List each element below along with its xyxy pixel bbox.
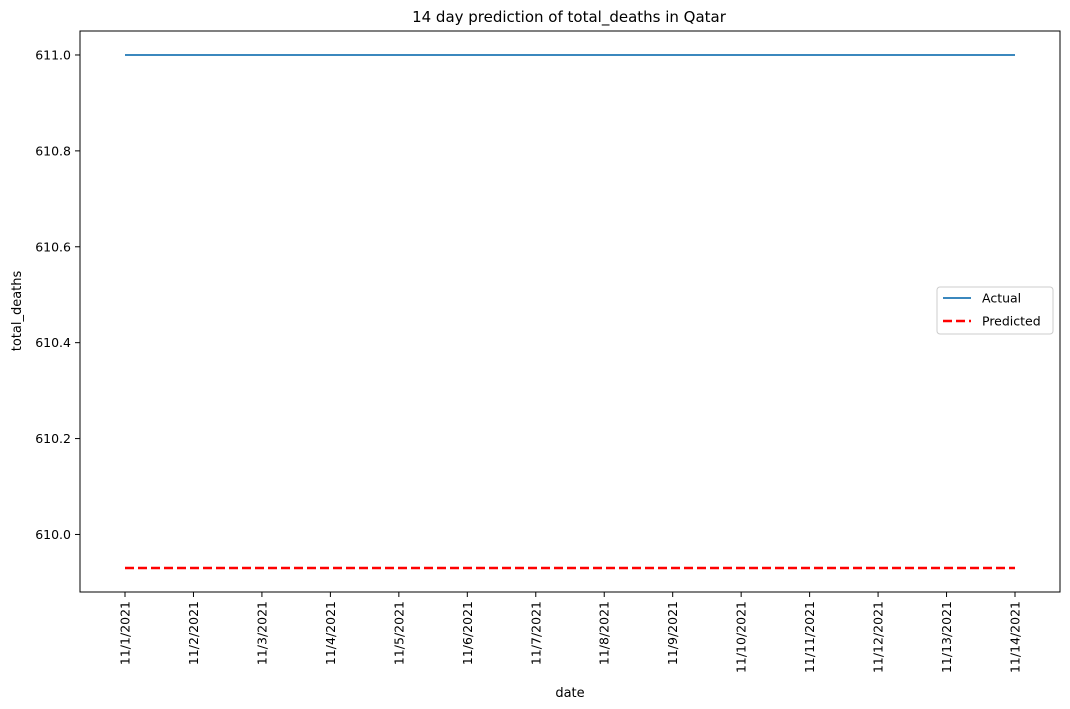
plot-area: [79, 30, 1061, 593]
x-tick-label: 11/4/2021: [323, 601, 338, 665]
legend-label-actual: Actual: [982, 291, 1021, 306]
y-tick-label: 610.8: [35, 143, 71, 158]
y-tick-label: 610.0: [35, 527, 71, 542]
x-tick-label: 11/10/2021: [734, 601, 749, 673]
legend: Actual Predicted: [936, 286, 1054, 335]
series-layer: [125, 54, 1015, 570]
y-tick-label: 610.6: [35, 239, 71, 254]
x-tick-label: 11/11/2021: [802, 601, 817, 673]
legend-label-predicted: Predicted: [982, 314, 1041, 329]
x-tick-label: 11/2/2021: [186, 601, 201, 665]
x-tick-label: 11/8/2021: [597, 601, 612, 665]
chart-title: 14 day prediction of total_deaths in Qat…: [412, 8, 727, 27]
y-tick-label: 610.2: [35, 431, 71, 446]
y-axis-label: total_deaths: [10, 271, 25, 352]
x-tick-label: 11/13/2021: [939, 601, 954, 673]
x-tick-label: 11/14/2021: [1008, 601, 1023, 673]
x-tick-label: 11/1/2021: [118, 601, 133, 665]
x-tick-label: 11/7/2021: [528, 601, 543, 665]
x-axis: 11/1/2021 11/2/2021 11/3/2021 11/4/2021 11/5…: [118, 592, 1023, 673]
y-tick-label: 611.0: [35, 47, 71, 62]
y-tick-label: 610.4: [35, 335, 71, 350]
x-tick-label: 11/9/2021: [665, 601, 680, 665]
x-axis-label: date: [555, 686, 584, 701]
y-axis: 610.0 610.2 610.4 610.6 610.8 611.0: [35, 47, 80, 542]
x-tick-label: 11/12/2021: [871, 601, 886, 673]
x-tick-label: 11/3/2021: [254, 601, 269, 665]
x-tick-label: 11/6/2021: [460, 601, 475, 665]
x-tick-label: 11/5/2021: [391, 601, 406, 665]
